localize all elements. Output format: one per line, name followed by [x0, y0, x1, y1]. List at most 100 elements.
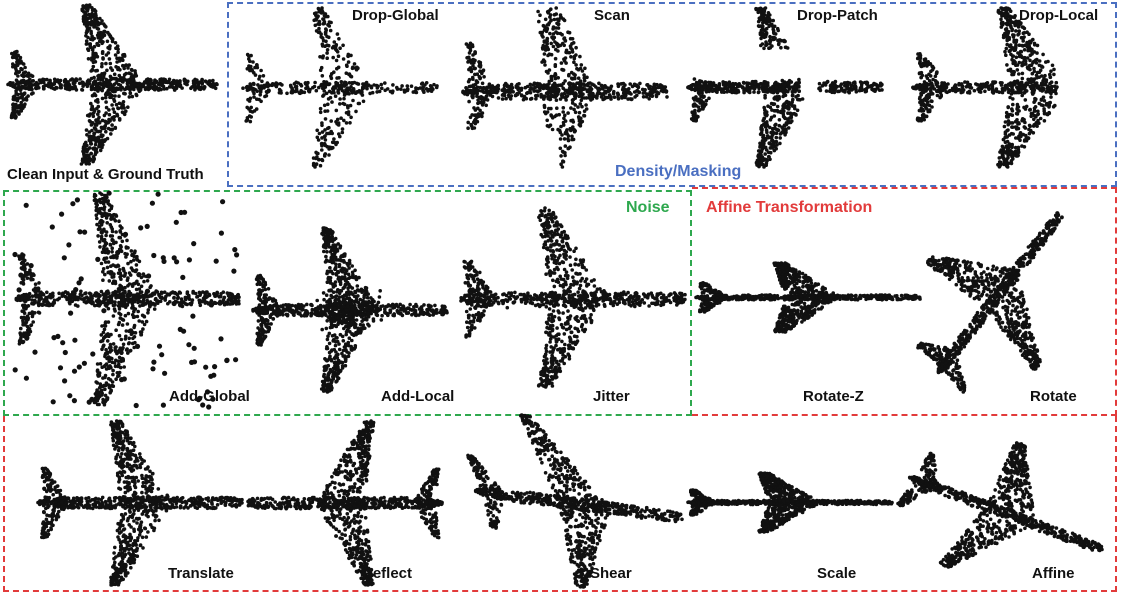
- point: [104, 61, 108, 66]
- point: [1031, 79, 1036, 83]
- point: [1013, 23, 1017, 28]
- point: [940, 83, 945, 87]
- point: [482, 98, 487, 102]
- point: [348, 74, 353, 78]
- point: [557, 112, 561, 117]
- point: [109, 95, 113, 100]
- point: [326, 82, 330, 87]
- point: [1035, 43, 1040, 48]
- point: [724, 86, 728, 91]
- point: [124, 334, 128, 339]
- point: [149, 79, 153, 84]
- point: [41, 292, 45, 296]
- point: [1038, 87, 1043, 92]
- point: [775, 26, 780, 31]
- point: [554, 98, 559, 102]
- point: [1005, 36, 1009, 40]
- point: [935, 80, 939, 84]
- point: [127, 95, 132, 99]
- point: [781, 126, 785, 131]
- point: [1036, 84, 1041, 88]
- point: [585, 75, 589, 80]
- point: [508, 97, 513, 101]
- point: [771, 84, 775, 89]
- point: [313, 80, 317, 85]
- point: [558, 97, 563, 101]
- point: [87, 119, 92, 123]
- point: [344, 71, 349, 75]
- point: [1020, 93, 1024, 98]
- point: [540, 33, 544, 38]
- point: [89, 31, 93, 36]
- point: [314, 88, 319, 93]
- point: [471, 53, 475, 57]
- point: [351, 65, 355, 70]
- point: [432, 82, 436, 87]
- point: [117, 370, 122, 375]
- point: [113, 41, 118, 45]
- point: [67, 300, 72, 305]
- point: [647, 97, 651, 101]
- point: [1014, 63, 1018, 67]
- point: [1017, 90, 1022, 95]
- point: [106, 45, 110, 50]
- point: [316, 138, 321, 142]
- point: [51, 291, 55, 296]
- point: [550, 127, 555, 132]
- point: [843, 90, 847, 94]
- point: [763, 89, 768, 94]
- point: [116, 50, 120, 55]
- point: [319, 65, 324, 70]
- point: [80, 87, 84, 92]
- point: [1009, 20, 1014, 24]
- point: [97, 304, 102, 308]
- point: [117, 294, 122, 298]
- point: [1020, 63, 1024, 68]
- point: [763, 152, 767, 156]
- point: [985, 81, 990, 85]
- point: [752, 90, 756, 94]
- point: [158, 295, 163, 300]
- point: [1048, 72, 1052, 77]
- point: [1016, 145, 1021, 150]
- point: [777, 87, 782, 91]
- point: [1006, 19, 1011, 23]
- point: [763, 96, 767, 100]
- point: [198, 86, 202, 90]
- point: [108, 342, 113, 347]
- point: [571, 41, 576, 45]
- point: [101, 397, 105, 402]
- point: [797, 89, 801, 94]
- point: [603, 95, 608, 100]
- point: [577, 94, 581, 99]
- point: [160, 291, 164, 295]
- point: [702, 94, 706, 99]
- point: [785, 46, 790, 50]
- point: [584, 96, 589, 100]
- point: [1017, 29, 1021, 33]
- point: [1005, 139, 1010, 144]
- point: [106, 51, 111, 55]
- point: [532, 81, 537, 85]
- point: [1026, 66, 1030, 71]
- point: [311, 85, 315, 90]
- point: [16, 294, 21, 299]
- point: [322, 142, 326, 146]
- point: [1016, 126, 1021, 131]
- point: [37, 78, 42, 82]
- point: [538, 30, 543, 35]
- point: [644, 95, 649, 99]
- point: [764, 161, 769, 166]
- point: [336, 65, 341, 70]
- point: [506, 93, 511, 98]
- point: [171, 290, 175, 294]
- point: [570, 86, 574, 91]
- point: [612, 89, 616, 94]
- point: [128, 91, 133, 96]
- point: [130, 75, 135, 79]
- point: [544, 111, 548, 116]
- point: [721, 81, 726, 86]
- point: [166, 301, 170, 306]
- point: [566, 111, 570, 115]
- point: [574, 45, 578, 50]
